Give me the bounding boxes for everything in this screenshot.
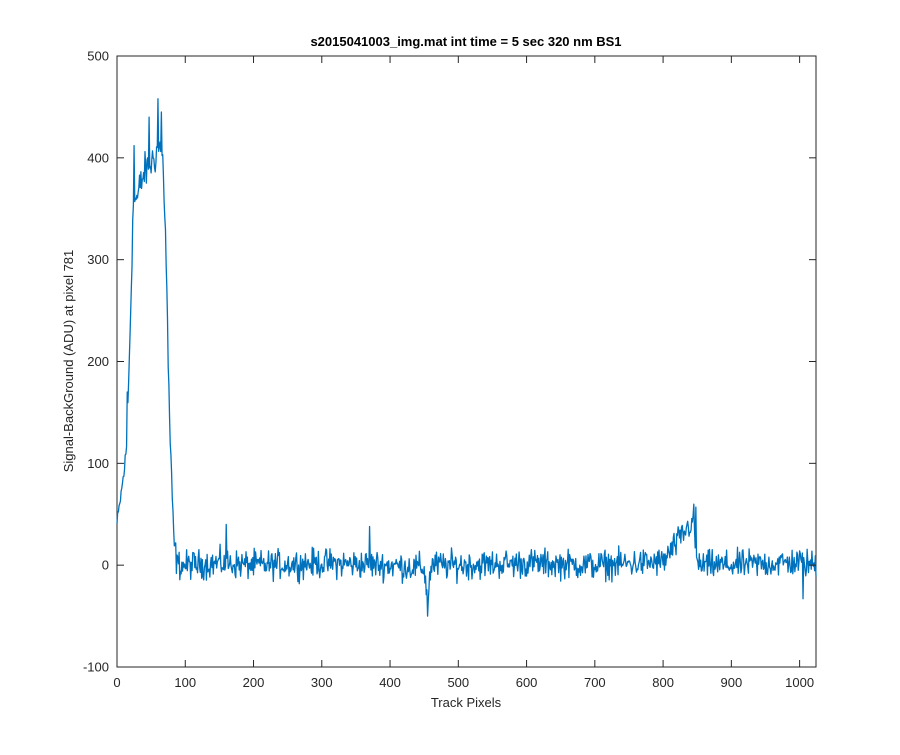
chart-title: s2015041003_img.mat int time = 5 sec 320… bbox=[310, 34, 621, 49]
y-tick-label: 100 bbox=[87, 456, 109, 471]
x-tick-label: 400 bbox=[379, 675, 401, 690]
x-tick-label: 900 bbox=[721, 675, 743, 690]
x-tick-label: 1000 bbox=[785, 675, 814, 690]
plot-area bbox=[116, 55, 817, 668]
y-tick-label: 200 bbox=[87, 354, 109, 369]
y-tick-label: 300 bbox=[87, 252, 109, 267]
y-tick-label: 500 bbox=[87, 49, 109, 64]
x-tick-label: 100 bbox=[174, 675, 196, 690]
y-tick-label: 400 bbox=[87, 150, 109, 165]
y-tick-label: 0 bbox=[102, 558, 109, 573]
axis-ticks: 0 100 200 300 400 500 600 700 800 900 1000 -100 0 100… bbox=[83, 49, 816, 690]
x-tick-label: 500 bbox=[447, 675, 469, 690]
y-tick-label: -100 bbox=[83, 660, 109, 675]
x-tick-label: 600 bbox=[516, 675, 538, 690]
x-axis-label: Track Pixels bbox=[431, 695, 502, 710]
x-tick-label: 800 bbox=[652, 675, 674, 690]
x-tick-label: 0 bbox=[113, 675, 120, 690]
x-tick-label: 300 bbox=[311, 675, 333, 690]
data-series-line bbox=[116, 98, 817, 617]
x-tick-label: 200 bbox=[243, 675, 265, 690]
y-axis-label: Signal-BackGround (ADU) at pixel 781 bbox=[61, 250, 76, 473]
x-tick-label: 700 bbox=[584, 675, 606, 690]
